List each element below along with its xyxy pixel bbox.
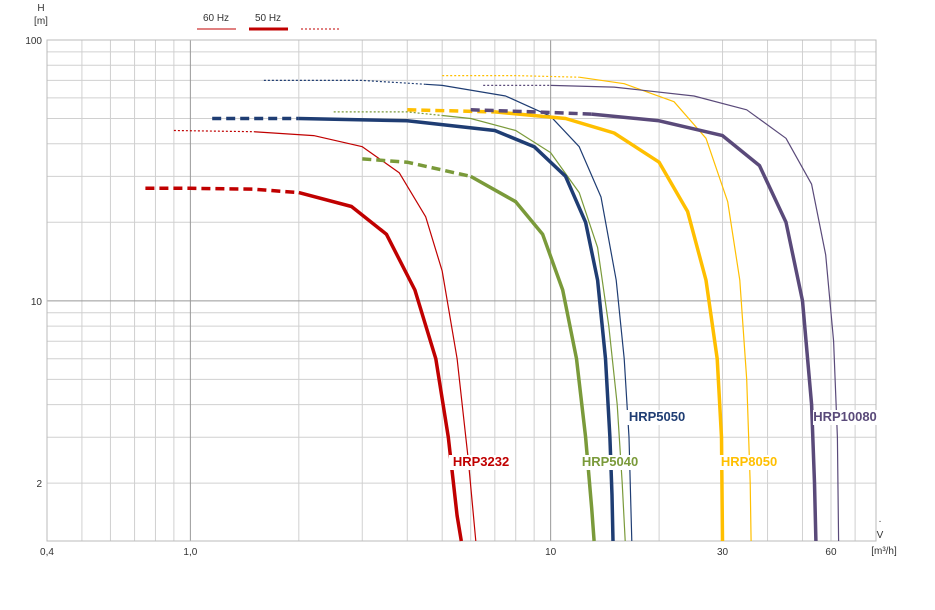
hrp8050-50hz-curve-dashed (407, 108, 495, 114)
x-axis-title: V · [m³/h] (871, 516, 897, 557)
hrp5040-60hz-curve-dashed (333, 111, 443, 117)
series-label-hrp5040: HRP5040 (582, 454, 638, 469)
x-tick-label: 0,4 (40, 547, 54, 558)
x-axis-unit: [m³/h] (871, 546, 897, 557)
hrp8050-50hz-curve-solid (494, 110, 725, 542)
plot-frame (46, 39, 877, 542)
series-label-bg (717, 455, 781, 470)
series-label-hrp5050: HRP5050 (629, 409, 685, 424)
hrp5050-50hz-curve-solid (298, 116, 615, 542)
hrp5050-60hz-curve-dashed (263, 79, 426, 85)
hrp3232-50hz-curve-dashed (145, 186, 299, 195)
series-label-bg (449, 455, 513, 470)
x-tick-label: 1,0 (183, 547, 197, 558)
x-axis-dot-icon: · (878, 516, 881, 527)
y-tick-label: 10 (31, 297, 43, 308)
y-tick-label: 2 (36, 479, 42, 490)
tick-labels: 0,4 1,0 10 30 60 100 10 2 (25, 36, 837, 558)
series-label-bg (625, 410, 689, 425)
y-axis-unit: [m] (34, 16, 48, 27)
minor-grid (47, 40, 876, 541)
series-layer: HRP3232 HRP5040 HRP5050 HRP8050 HRP10080 (145, 75, 877, 542)
hrp5040-50hz-curve-dashed (362, 157, 472, 179)
hrp10080-60hz-curve-solid (550, 84, 840, 542)
series-label-hrp8050: HRP8050 (721, 454, 777, 469)
hrp5040-50hz-curve-solid (469, 174, 596, 542)
series-label-bg (813, 410, 877, 425)
y-axis-title: H [m] (34, 3, 48, 27)
y-axis-symbol: H (37, 3, 44, 14)
hrp10080-50hz-curve-solid (591, 112, 818, 542)
x-tick-label: 30 (717, 547, 729, 558)
x-tick-label: 10 (545, 547, 557, 558)
hrp5050-60hz-curve-solid (425, 83, 633, 542)
y-tick-label: 100 (25, 36, 42, 47)
hrp8050-60hz-curve-dashed (442, 75, 580, 78)
hrp3232-50hz-curve-solid (298, 190, 464, 542)
hrp5040-60hz-curve-solid (442, 114, 626, 542)
x-tick-label: 60 (825, 547, 837, 558)
series-label-hrp3232: HRP3232 (453, 454, 509, 469)
legend-label-60hz: 60 Hz (203, 13, 229, 24)
hrp3232-60hz-curve-dashed (173, 129, 254, 133)
hrp3232-60hz-curve-solid (253, 131, 477, 542)
major-grid (47, 40, 876, 541)
legend-label-50hz: 50 Hz (255, 13, 281, 24)
series-label-bg (578, 455, 642, 470)
hrp10080-50hz-curve-dashed (470, 108, 592, 116)
series-label-hrp10080: HRP10080 (813, 409, 877, 424)
legend: 60 Hz 50 Hz (197, 13, 340, 31)
hrp8050-60hz-curve-solid (579, 76, 752, 542)
x-axis-symbol: V (877, 530, 884, 541)
